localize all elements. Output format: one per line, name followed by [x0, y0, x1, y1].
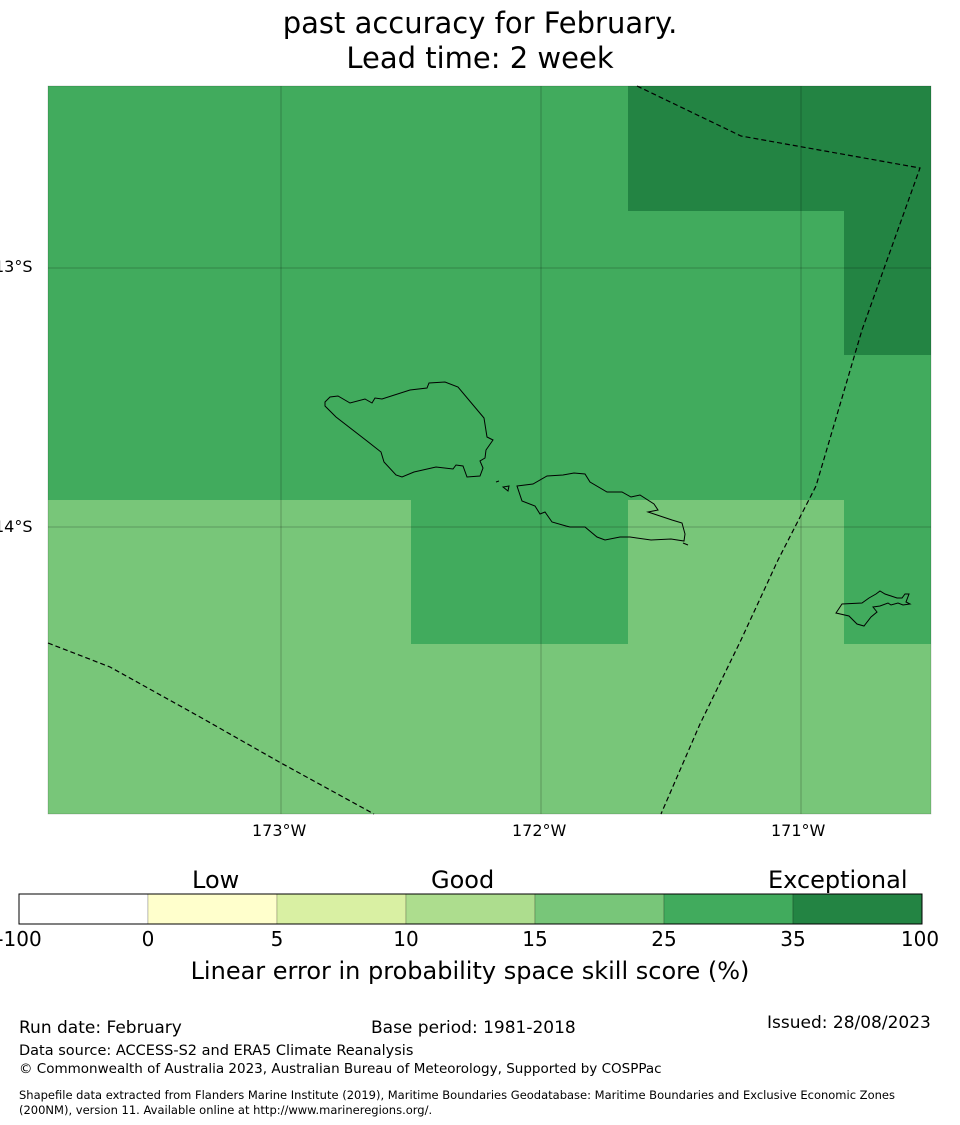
eez-boundary-southwest [47, 642, 375, 815]
colorbar-box [147, 893, 278, 925]
issued-date: Issued: 28/08/2023 [767, 1013, 931, 1033]
graticule [48, 86, 931, 814]
eez-boundary-east [636, 85, 921, 815]
skill-cell-15-25 [48, 500, 931, 814]
copyright: © Commonwealth of Australia 2023, Austra… [19, 1061, 662, 1077]
map-frame [47, 85, 932, 815]
colorbar-label: Linear error in probability space skill … [190, 957, 750, 985]
savaii-island [324, 381, 494, 478]
lon-label-173w: 173°W [252, 821, 307, 840]
tutuila-island [835, 590, 912, 627]
map-title-line2: Lead time: 2 week [346, 41, 614, 75]
lon-label-172w: 172°W [512, 821, 567, 840]
colorbar-outline [18, 893, 923, 925]
eez-boundaries [47, 85, 921, 815]
apolima-island [501, 485, 510, 492]
colorbar-tick: 0 [141, 927, 155, 951]
colorbar-box [405, 893, 536, 925]
manono-island [495, 480, 500, 483]
colorbar-box [18, 893, 149, 925]
coastlines [324, 381, 912, 627]
run-date: Run date: February [19, 1018, 182, 1038]
colorbar-box [534, 893, 665, 925]
skill-map [47, 85, 932, 815]
colorbar-box [792, 893, 923, 925]
map-title-line1: past accuracy for February. [282, 6, 678, 40]
colorbar-tick: 15 [522, 927, 548, 951]
islet [682, 542, 689, 546]
colorbar-tick: 10 [393, 927, 419, 951]
colorbar-tick: -100 [0, 927, 42, 951]
colorbar-tick: 100 [900, 927, 940, 951]
colorbar-heading-exceptional: Exceptional [768, 866, 908, 894]
colorbar [18, 893, 923, 925]
colorbar-heading-low: Low [192, 866, 240, 894]
lon-label-171w: 171°W [771, 821, 826, 840]
colorbar-tick: 5 [270, 927, 284, 951]
colorbar-heading-good: Good [431, 866, 495, 894]
colorbar-tick: 25 [651, 927, 677, 951]
data-source: Data source: ACCESS-S2 and ERA5 Climate … [19, 1043, 414, 1059]
colorbar-box [276, 893, 407, 925]
upolu-island [516, 472, 686, 542]
lat-label-14s: 14°S [0, 517, 33, 536]
skill-cell-35-100 [628, 86, 931, 355]
shapefile-credit-line2: (200NM), version 11. Available online at… [19, 1103, 433, 1117]
colorbar-box [663, 893, 794, 925]
colorbar-tick: 35 [780, 927, 806, 951]
base-period: Base period: 1981-2018 [371, 1018, 576, 1038]
lat-label-13s: 13°S [0, 257, 33, 276]
shapefile-credit-line1: Shapefile data extracted from Flanders M… [19, 1088, 895, 1102]
